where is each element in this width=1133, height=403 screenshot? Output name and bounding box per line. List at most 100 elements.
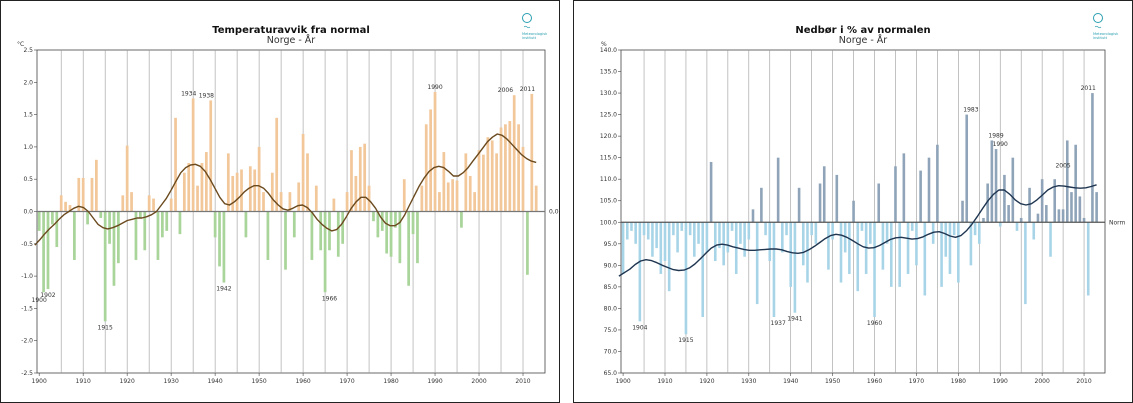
y-tick-label: 90.0 xyxy=(604,262,618,269)
bar-1919 xyxy=(701,222,705,318)
bar-1960 xyxy=(301,133,305,212)
bar-1926 xyxy=(152,198,155,212)
logo-text-line-1: Meteorologisk xyxy=(1093,32,1119,36)
bar-1979 xyxy=(952,222,956,236)
y-tick-label: 85.0 xyxy=(604,284,618,291)
bar-2009 xyxy=(517,124,520,212)
bar-1905 xyxy=(59,195,63,212)
y-tick-label: 65.0 xyxy=(604,370,618,377)
bar-1932 xyxy=(178,211,182,235)
y-tick-label: 0.0 xyxy=(23,209,33,216)
chart-title: Temperaturavvik fra normal xyxy=(212,25,370,36)
bar-1987 xyxy=(986,183,989,223)
bar-1970 xyxy=(345,192,349,212)
bar-1996 xyxy=(460,211,463,228)
annotation-1902: 1902 xyxy=(40,292,55,299)
bar-1971 xyxy=(919,170,922,223)
bar-1946 xyxy=(814,222,818,244)
bar-1993 xyxy=(446,182,450,212)
bar-1988 xyxy=(990,140,994,223)
bar-1973 xyxy=(927,157,931,223)
x-tick-label: 1960 xyxy=(295,378,310,385)
bar-1903 xyxy=(51,211,54,225)
bar-1982 xyxy=(398,211,402,264)
bar-1975 xyxy=(936,144,939,223)
bar-1999 xyxy=(1036,213,1040,223)
bar-1988 xyxy=(424,124,428,212)
bar-1923 xyxy=(718,222,721,249)
y-tick-label: 75.0 xyxy=(604,327,618,334)
bar-1900 xyxy=(37,211,41,231)
x-tick-label: 1920 xyxy=(120,378,135,385)
bar-1944 xyxy=(231,175,235,212)
bar-1986 xyxy=(416,211,419,264)
bar-2000 xyxy=(477,150,481,212)
bar-1942 xyxy=(222,211,226,283)
bar-1977 xyxy=(944,222,948,257)
bar-1968 xyxy=(906,222,910,274)
x-tick-label: 1970 xyxy=(339,378,354,385)
bar-1994 xyxy=(1015,222,1019,231)
bar-2010 xyxy=(1082,217,1086,223)
x-tick-label: 1950 xyxy=(251,378,266,385)
bar-1953 xyxy=(270,172,274,212)
annotation-1937: 1937 xyxy=(771,320,786,327)
bar-1904 xyxy=(55,211,59,248)
bar-1967 xyxy=(332,198,336,212)
bar-1909 xyxy=(77,177,81,212)
bar-1957 xyxy=(860,222,864,231)
bar-1980 xyxy=(957,222,960,283)
bar-1911 xyxy=(86,211,89,225)
bar-2012 xyxy=(1091,93,1094,223)
bar-1973 xyxy=(358,146,362,212)
bar-1958 xyxy=(292,211,296,238)
y-tick-label: 120.0 xyxy=(600,133,617,140)
bar-1985 xyxy=(411,211,415,235)
bar-1946 xyxy=(240,169,243,212)
bar-2010 xyxy=(521,146,525,212)
y-tick-label: -2.0 xyxy=(21,338,33,345)
bar-1904 xyxy=(638,222,642,322)
bar-1921 xyxy=(709,161,713,223)
y-tick-label: 2.5 xyxy=(23,47,33,54)
bar-1955 xyxy=(852,200,855,223)
bar-1963 xyxy=(885,222,889,244)
annotation-1900: 1900 xyxy=(32,297,47,304)
bar-1912 xyxy=(672,222,675,236)
bar-1918 xyxy=(117,211,120,264)
bar-2003 xyxy=(490,140,494,212)
bar-1954 xyxy=(275,117,279,212)
logo-wave-icon xyxy=(1094,25,1102,29)
bar-1961 xyxy=(877,183,881,223)
bar-1907 xyxy=(651,222,654,257)
bar-1910 xyxy=(663,222,667,262)
bar-1933 xyxy=(760,187,763,223)
bar-1929 xyxy=(743,222,746,257)
annotation-1904: 1904 xyxy=(632,324,647,331)
bar-1950 xyxy=(257,146,261,212)
bar-1948 xyxy=(248,166,252,212)
bar-1996 xyxy=(1024,222,1027,305)
x-tick-label: 2000 xyxy=(1035,378,1050,385)
bar-1992 xyxy=(1007,205,1010,223)
annotation-1915: 1915 xyxy=(678,337,693,344)
bar-1941 xyxy=(793,222,797,313)
bar-1943 xyxy=(226,153,230,212)
bar-2001 xyxy=(1045,205,1048,223)
bar-1915 xyxy=(684,222,688,335)
bar-2005 xyxy=(1061,209,1065,223)
bar-2011 xyxy=(1086,222,1090,296)
bar-1905 xyxy=(642,222,646,236)
bar-1943 xyxy=(801,222,805,266)
bar-1936 xyxy=(772,222,776,318)
bar-2000 xyxy=(1040,179,1044,223)
bar-1954 xyxy=(848,222,851,274)
bar-1911 xyxy=(667,222,671,292)
bar-1975 xyxy=(367,185,371,212)
bar-1932 xyxy=(755,222,759,305)
bar-1980 xyxy=(389,211,393,257)
bar-1908 xyxy=(73,211,76,260)
bar-1947 xyxy=(244,211,248,238)
bar-1910 xyxy=(81,177,85,212)
bar-1918 xyxy=(697,222,700,244)
